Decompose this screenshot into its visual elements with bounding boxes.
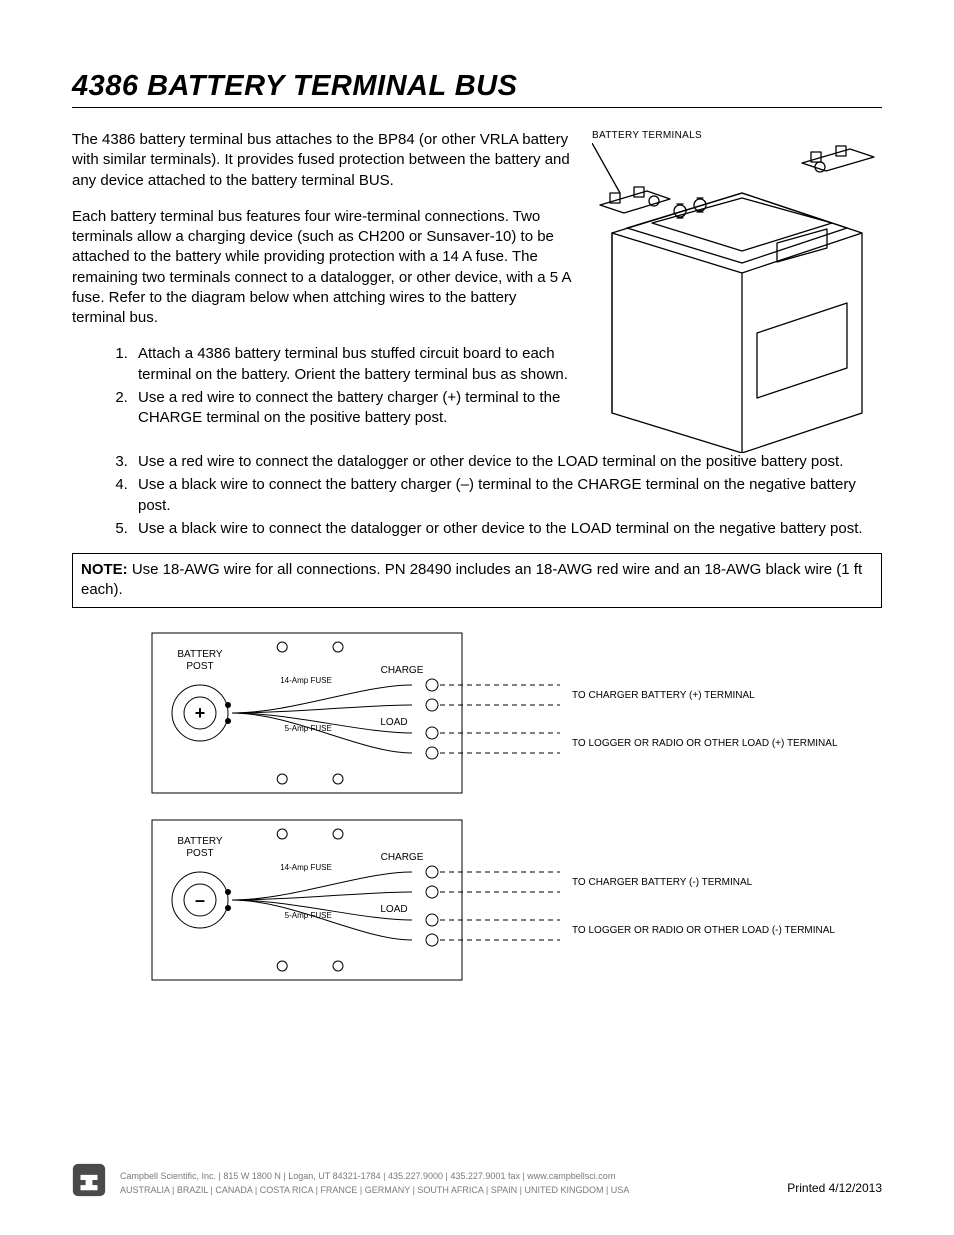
battery-illustration	[592, 143, 882, 453]
battery-terminals-caption: BATTERY TERMINALS	[592, 130, 882, 141]
svg-text:LOAD: LOAD	[380, 717, 407, 728]
svg-text:5-Amp FUSE: 5-Amp FUSE	[285, 911, 332, 920]
svg-text:CHARGE: CHARGE	[381, 852, 424, 863]
step-item: Use a black wire to connect the datalogg…	[132, 519, 882, 539]
svg-text:5-Amp FUSE: 5-Amp FUSE	[285, 724, 332, 733]
page-footer: Campbell Scientific, Inc. | 815 W 1800 N…	[72, 1163, 882, 1197]
paragraph-1: The 4386 battery terminal bus attaches t…	[72, 130, 572, 191]
note-box: NOTE: Use 18-AWG wire for all connection…	[72, 553, 882, 608]
footer-text: Campbell Scientific, Inc. | 815 W 1800 N…	[120, 1170, 882, 1197]
note-label: NOTE:	[81, 561, 128, 578]
svg-text:CHARGE: CHARGE	[381, 665, 424, 676]
page-title: 4386 BATTERY TERMINAL BUS	[72, 70, 882, 108]
svg-text:+: +	[195, 703, 206, 723]
paragraph-2: Each battery terminal bus features four …	[72, 207, 572, 329]
svg-text:POST: POST	[186, 661, 213, 672]
step-item: Attach a 4386 battery terminal bus stuff…	[132, 344, 572, 385]
steps-list-bottom: Use a red wire to connect the datalogger…	[72, 452, 882, 539]
svg-text:TO LOGGER OR RADIO OR OTHER LO: TO LOGGER OR RADIO OR OTHER LOAD (+) TER…	[572, 738, 838, 749]
company-logo-icon	[72, 1163, 106, 1197]
steps-list-top: Attach a 4386 battery terminal bus stuff…	[72, 344, 572, 428]
svg-text:TO CHARGER BATTERY (-) TERMINA: TO CHARGER BATTERY (-) TERMINAL	[572, 877, 753, 888]
step-item: Use a black wire to connect the battery …	[132, 475, 882, 516]
svg-text:14-Amp FUSE: 14-Amp FUSE	[280, 676, 332, 685]
step-item: Use a red wire to connect the datalogger…	[132, 452, 882, 472]
terminal-bus-diagram-negative: – BATTERYPOST CHARGE LOAD 14-Amp FUSE 5-Amp F…	[142, 815, 862, 985]
svg-text:TO CHARGER BATTERY (+) TERMINA: TO CHARGER BATTERY (+) TERMINAL	[572, 690, 755, 701]
svg-text:LOAD: LOAD	[380, 904, 407, 915]
note-text: Use 18-AWG wire for all connections. PN …	[81, 561, 862, 598]
svg-text:POST: POST	[186, 848, 213, 859]
svg-text:TO LOGGER OR RADIO OR OTHER LO: TO LOGGER OR RADIO OR OTHER LOAD (-) TER…	[572, 925, 835, 936]
terminal-bus-diagram-positive: + BATTERYPOST CHARGE LOAD 14-Amp FUSE 5-Amp F…	[142, 628, 862, 798]
svg-text:–: –	[195, 890, 205, 910]
step-item: Use a red wire to connect the battery ch…	[132, 388, 572, 429]
svg-text:BATTERY: BATTERY	[177, 649, 223, 660]
svg-text:14-Amp FUSE: 14-Amp FUSE	[280, 863, 332, 872]
printed-date: Printed 4/12/2013	[787, 1181, 882, 1195]
svg-text:BATTERY: BATTERY	[177, 836, 223, 847]
